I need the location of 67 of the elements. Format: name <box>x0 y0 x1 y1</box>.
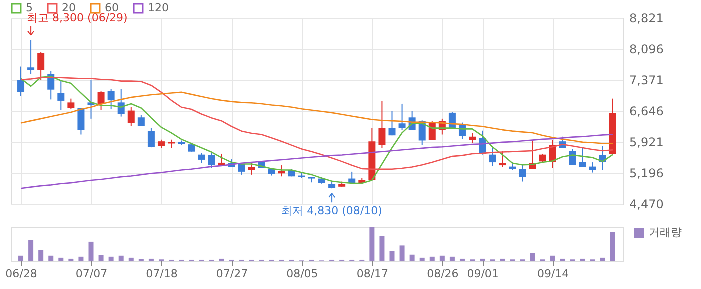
candlestick <box>388 110 396 136</box>
y-tick-label: 8,821 <box>630 12 664 26</box>
candlestick <box>398 103 406 131</box>
x-tick-label: 08/17 <box>356 268 389 280</box>
x-tick-label: 07/27 <box>216 268 248 280</box>
bar <box>420 258 425 261</box>
y-tick-label: 8,096 <box>630 42 664 56</box>
y-tick-label: 7,371 <box>630 73 664 88</box>
bar <box>400 246 405 261</box>
candlestick <box>378 100 386 149</box>
candlestick <box>519 164 526 182</box>
candlestick <box>98 91 105 111</box>
candlestick <box>248 162 256 176</box>
x-tick-label: 07/07 <box>76 268 108 280</box>
y-tick-label: 5,921 <box>630 135 664 150</box>
legend-label: 120 <box>148 2 169 15</box>
text: 최저 4,830 (08/10) <box>282 204 382 218</box>
candlestick <box>499 150 506 168</box>
y-tick-label: 4,470 <box>630 198 664 212</box>
bar <box>78 256 84 261</box>
x-tick-label: 08/26 <box>427 268 459 280</box>
candlestick <box>78 108 85 136</box>
candlestick <box>18 66 25 97</box>
bar <box>88 242 94 261</box>
candlestick <box>489 148 496 167</box>
bar <box>410 254 415 261</box>
x-tick-label: 09/14 <box>537 268 570 280</box>
bar <box>18 256 24 261</box>
bar <box>430 256 435 261</box>
bar <box>600 258 606 261</box>
legend-label: 거래량 <box>649 226 682 239</box>
candlestick <box>128 106 135 127</box>
bar <box>370 227 375 261</box>
bar <box>128 258 134 261</box>
candlestick <box>58 80 65 111</box>
candlestick <box>108 88 115 110</box>
bar <box>390 251 395 261</box>
candlestick <box>28 40 35 75</box>
candlestick <box>579 146 586 168</box>
bar <box>440 256 445 261</box>
bar <box>550 256 556 261</box>
bar <box>48 256 54 261</box>
bar <box>118 256 124 261</box>
x-tick-label: 08/05 <box>286 268 318 280</box>
line-series <box>20 92 614 144</box>
bar <box>610 232 616 261</box>
y-tick-label: 6,646 <box>630 104 664 118</box>
bar <box>38 250 44 261</box>
candlestick <box>38 52 45 81</box>
x-tick-label: 09/01 <box>467 268 499 280</box>
candlestick <box>278 165 286 178</box>
bar <box>380 236 385 261</box>
bar <box>108 256 114 261</box>
line-series <box>20 134 614 190</box>
candlestick <box>469 132 476 144</box>
bar <box>28 240 34 261</box>
candlestick <box>208 152 216 169</box>
bar <box>58 258 64 261</box>
x-tick-label: 06/28 <box>6 268 38 280</box>
candlestick <box>68 98 75 110</box>
bar <box>98 255 104 261</box>
y-tick-label: 5,196 <box>630 166 664 180</box>
bar <box>530 253 536 261</box>
candlestick <box>148 128 155 148</box>
bar <box>450 256 455 261</box>
candlestick <box>198 152 206 164</box>
x-tick-label: 07/18 <box>146 268 178 280</box>
